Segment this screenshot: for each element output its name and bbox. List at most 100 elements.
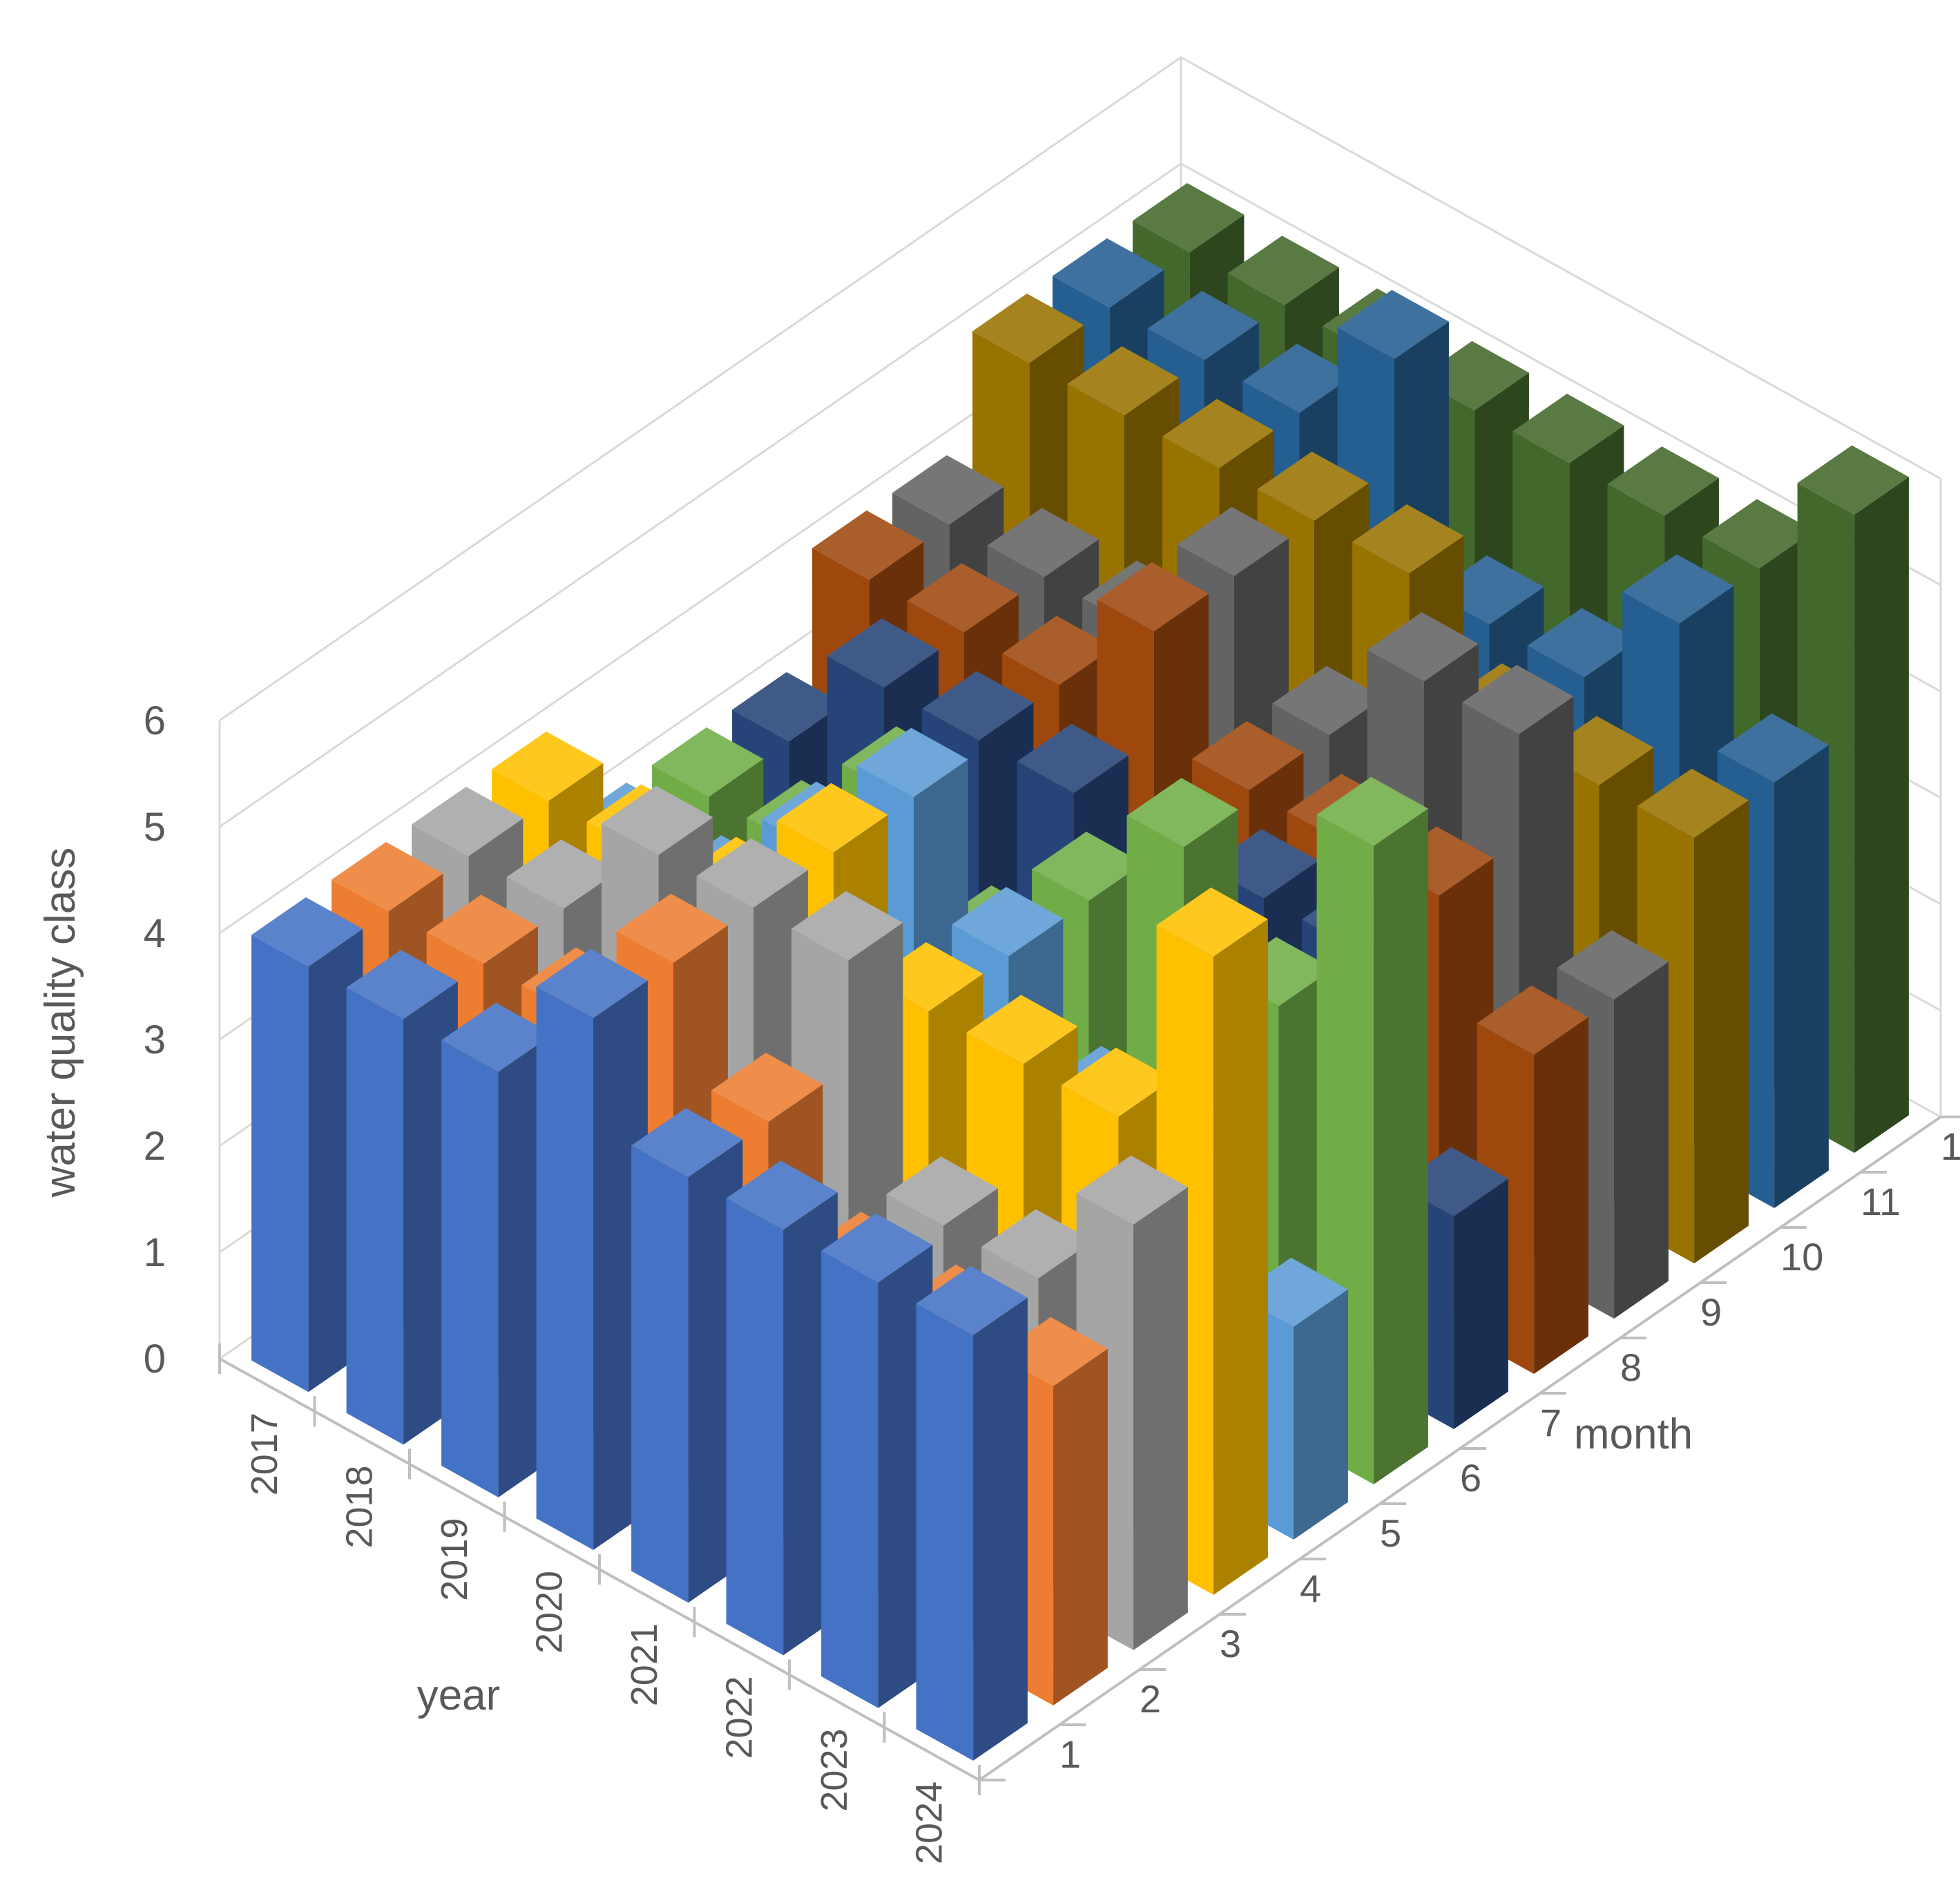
bar-face-top: [616, 893, 728, 963]
bar-face-top: [1702, 499, 1814, 568]
bar-face-top: [1337, 289, 1449, 359]
year-tick-label: 2018: [338, 1465, 380, 1548]
bar-face-front: [916, 1303, 974, 1761]
x-axis-title: year: [417, 1672, 501, 1719]
bar-face-top: [412, 787, 523, 857]
bar-face-top: [1557, 930, 1669, 1000]
bar-face-top: [981, 1209, 1093, 1279]
bar-face-top: [1272, 666, 1384, 736]
bar-face-side: [1213, 919, 1268, 1595]
bar-2021-month-1: [631, 1108, 743, 1603]
year-tick-label: 2021: [624, 1623, 665, 1706]
bar-face-top: [1367, 612, 1479, 682]
bar-face-side: [1133, 1187, 1188, 1650]
bar-face-top: [856, 727, 968, 797]
bar-face-top: [1032, 832, 1144, 901]
bar-face-front: [726, 1198, 784, 1656]
month-tick-label: 4: [1300, 1567, 1321, 1610]
bar-face-top: [952, 887, 1064, 957]
month-tick-label: 9: [1700, 1290, 1722, 1334]
bar-2023-month-1: [821, 1213, 933, 1708]
bar-face-top: [1637, 768, 1749, 838]
bar-face-top: [1067, 346, 1179, 416]
axis-titles: water quality class year month: [37, 848, 1693, 1719]
z-tick-label: 0: [144, 1337, 166, 1381]
bar-face-top: [966, 995, 1078, 1064]
bar-face-top: [1061, 1047, 1173, 1117]
bar-face-top: [1607, 446, 1719, 516]
bar-face-top: [1156, 887, 1268, 957]
bar-series-group: [251, 183, 1909, 1761]
bar-face-top: [346, 950, 458, 1020]
y-axis-title: month: [1574, 1410, 1693, 1458]
bar-face-front: [346, 987, 404, 1445]
bar-face-top: [1177, 506, 1289, 576]
bar-face-top: [506, 839, 618, 909]
bar-face-front: [441, 1040, 499, 1498]
bar-face-top: [1316, 776, 1428, 846]
bar-face-top: [631, 1108, 743, 1178]
z-axis-title: water quality class: [37, 848, 84, 1198]
bar-face-top: [821, 1213, 933, 1283]
bar-face-side: [1614, 962, 1669, 1319]
bar-2019-month-1: [441, 1002, 553, 1498]
bar-face-side: [1534, 1017, 1588, 1374]
z-tick-label: 6: [144, 698, 166, 743]
bar-face-side: [973, 1297, 1028, 1761]
z-tick-label: 2: [144, 1124, 166, 1169]
bar-face-top: [812, 510, 924, 580]
bar-face-top: [732, 672, 844, 742]
bar-face-top: [1097, 562, 1209, 631]
bar-face-top: [492, 731, 604, 801]
bar-face-top: [1242, 343, 1354, 413]
year-tick-label: 2024: [908, 1781, 950, 1864]
bar-face-top: [1622, 554, 1734, 624]
bar-face-top: [1192, 721, 1304, 791]
bar-face-top: [1477, 985, 1588, 1055]
bar-face-top: [922, 671, 1034, 740]
bar-face-top: [1352, 504, 1464, 574]
bar-face-front: [536, 986, 594, 1550]
floor-axes: [218, 1116, 1960, 1795]
bar-face-top: [426, 895, 538, 964]
bar-face-top: [1797, 445, 1909, 515]
bar-2022-month-1: [726, 1160, 838, 1656]
bar-face-top: [726, 1160, 838, 1230]
bar-face-side: [1454, 1178, 1508, 1429]
bar-face-top: [441, 1002, 553, 1072]
bar-face-top: [1126, 778, 1238, 848]
bar-face-top: [1257, 451, 1369, 521]
year-tick-labels: 2017 2018 2019 2020 2021 2022 2023 2024: [244, 1413, 950, 1864]
month-tick-labels: 123456789101112: [1059, 1125, 1960, 1776]
month-tick-label: 10: [1780, 1235, 1823, 1279]
bar-face-top: [987, 508, 1099, 577]
bar-face-top: [1147, 291, 1259, 361]
year-tick-label: 2023: [814, 1729, 855, 1812]
z-tick-label: 5: [144, 805, 166, 850]
bar-2020-month-1: [536, 948, 648, 1550]
month-tick-label: 11: [1861, 1180, 1901, 1223]
bar-face-top: [827, 618, 939, 688]
bar-face-top: [1017, 723, 1128, 793]
year-tick-label: 2017: [244, 1413, 285, 1495]
bar-face-side: [1694, 800, 1749, 1263]
month-tick-label: 12: [1941, 1125, 1960, 1168]
bar-face-top: [1462, 664, 1574, 734]
bar-face-top: [892, 455, 1004, 525]
bar-face-front: [251, 935, 309, 1393]
year-tick-label: 2020: [528, 1571, 570, 1654]
bar-face-top: [1076, 1155, 1188, 1225]
year-tick-label: 2022: [718, 1676, 760, 1759]
bar-face-top: [251, 897, 363, 967]
bar-face-front: [821, 1250, 878, 1708]
bar-face-top: [886, 1156, 998, 1226]
bar-face-top: [652, 727, 764, 797]
month-tick-label: 6: [1460, 1456, 1481, 1500]
year-tick-label: 2019: [434, 1518, 475, 1601]
bar-2017-month-1: [251, 897, 363, 1393]
bar-face-top: [916, 1265, 1028, 1335]
month-tick-label: 8: [1620, 1346, 1642, 1389]
bar-2018-month-1: [346, 950, 458, 1445]
